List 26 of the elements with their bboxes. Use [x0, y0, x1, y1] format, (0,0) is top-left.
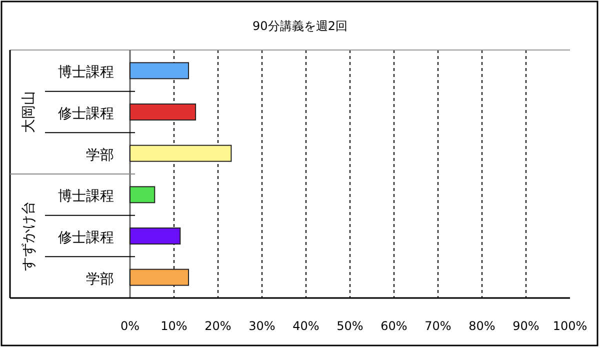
bar — [130, 228, 181, 244]
bar — [130, 268, 190, 286]
chart-title: 90分講義を週2回 — [252, 19, 348, 33]
y-tick-label: 学部 — [86, 271, 114, 288]
x-tick-label: 90% — [512, 319, 540, 333]
y-tick-label: 修士課程 — [58, 106, 114, 122]
y-tick-label: 博士課程 — [58, 188, 114, 205]
bar — [130, 144, 232, 162]
bar — [130, 186, 156, 204]
x-tick-label: 20% — [204, 319, 232, 333]
bar — [130, 62, 190, 80]
y-tick-label: 学部 — [86, 147, 114, 164]
x-tick-label: 80% — [468, 319, 496, 333]
x-tick-label: 30% — [248, 319, 276, 333]
x-tick-label: 60% — [380, 319, 408, 333]
y-tick-label: 博士課程 — [58, 64, 114, 81]
text: 大岡山 — [21, 91, 37, 133]
bar — [130, 104, 196, 120]
x-tick-label: 40% — [292, 319, 320, 333]
text: すずかけ台 — [21, 201, 37, 271]
x-tick-label: 0% — [120, 319, 140, 333]
x-tick-label: 70% — [424, 319, 452, 333]
x-tick-label: 100% — [552, 319, 588, 333]
y-tick-label: 修士課程 — [58, 230, 114, 246]
x-tick-label: 10% — [160, 319, 188, 333]
x-tick-label: 50% — [336, 319, 364, 333]
